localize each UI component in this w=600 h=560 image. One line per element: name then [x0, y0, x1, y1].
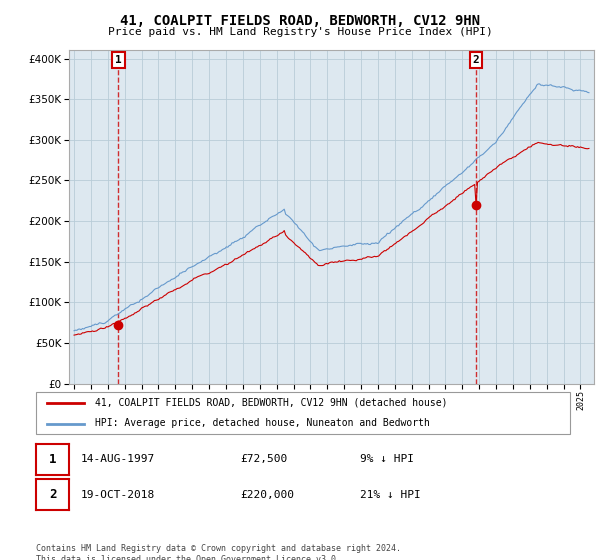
Text: 21% ↓ HPI: 21% ↓ HPI: [360, 490, 421, 500]
Text: Price paid vs. HM Land Registry's House Price Index (HPI): Price paid vs. HM Land Registry's House …: [107, 27, 493, 37]
Text: 1: 1: [49, 453, 56, 466]
Text: 19-OCT-2018: 19-OCT-2018: [81, 490, 155, 500]
Text: 1: 1: [115, 55, 122, 65]
Text: 41, COALPIT FIELDS ROAD, BEDWORTH, CV12 9HN: 41, COALPIT FIELDS ROAD, BEDWORTH, CV12 …: [120, 14, 480, 28]
Text: 2: 2: [49, 488, 56, 501]
Text: £220,000: £220,000: [240, 490, 294, 500]
Text: 2: 2: [472, 55, 479, 65]
Text: HPI: Average price, detached house, Nuneaton and Bedworth: HPI: Average price, detached house, Nune…: [95, 418, 430, 428]
Text: 9% ↓ HPI: 9% ↓ HPI: [360, 455, 414, 464]
Text: Contains HM Land Registry data © Crown copyright and database right 2024.
This d: Contains HM Land Registry data © Crown c…: [36, 544, 401, 560]
Text: 41, COALPIT FIELDS ROAD, BEDWORTH, CV12 9HN (detached house): 41, COALPIT FIELDS ROAD, BEDWORTH, CV12 …: [95, 398, 447, 408]
Text: 14-AUG-1997: 14-AUG-1997: [81, 455, 155, 464]
Text: £72,500: £72,500: [240, 455, 287, 464]
FancyBboxPatch shape: [36, 392, 570, 434]
